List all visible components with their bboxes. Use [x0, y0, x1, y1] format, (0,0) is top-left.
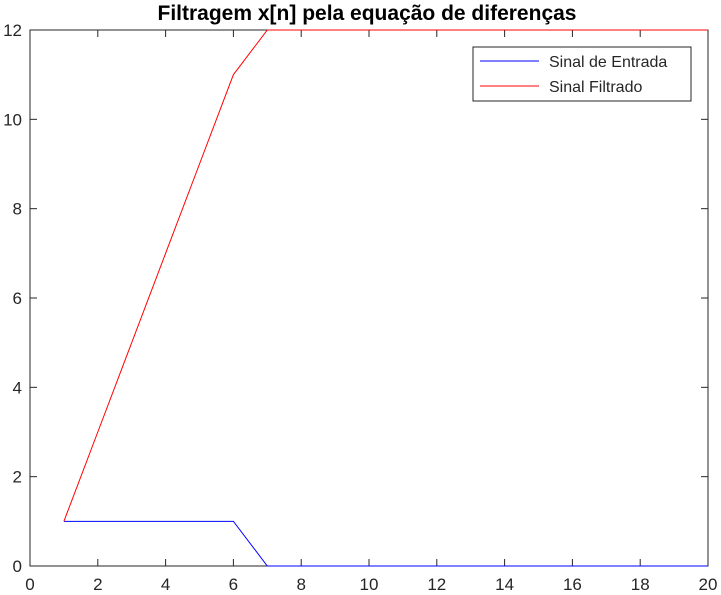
chart-title: Filtragem x[n] pela equação de diferença… [158, 2, 577, 25]
plot-area: 0 2 4 6 8 10 12 14 16 18 20 0 2 4 6 8 10 12 [3, 21, 717, 594]
series-line-entrada [63, 520, 708, 567]
y-tick-label: 12 [3, 21, 22, 40]
legend-label-filtrado: Sinal Filtrado [549, 79, 642, 96]
x-tick-label: 0 [25, 575, 34, 594]
x-tick-label: 14 [495, 575, 514, 594]
y-axis: 0 2 4 6 8 10 12 [3, 21, 708, 576]
x-tick-label: 4 [161, 575, 170, 594]
y-tick-label: 6 [13, 289, 22, 308]
y-tick-label: 0 [13, 557, 22, 576]
y-tick-label: 8 [13, 200, 22, 219]
x-tick-label: 18 [631, 575, 650, 594]
y-tick-label: 4 [13, 378, 22, 397]
legend: Sinal de Entrada Sinal Filtrado [472, 46, 692, 102]
x-tick-label: 20 [699, 575, 718, 594]
x-tick-label: 8 [296, 575, 305, 594]
series-layer [63, 29, 708, 567]
x-tick-label: 2 [93, 575, 102, 594]
x-axis: 0 2 4 6 8 10 12 14 16 18 20 [25, 30, 717, 594]
y-tick-label: 10 [3, 110, 22, 129]
x-tick-label: 6 [229, 575, 238, 594]
axes-box [29, 29, 709, 567]
legend-label-entrada: Sinal de Entrada [549, 54, 667, 71]
x-tick-label: 10 [360, 575, 379, 594]
legend-box [472, 46, 692, 102]
y-tick-label: 2 [13, 468, 22, 487]
x-tick-label: 16 [563, 575, 582, 594]
x-tick-label: 12 [427, 575, 446, 594]
series-line-filtrado [63, 29, 708, 522]
